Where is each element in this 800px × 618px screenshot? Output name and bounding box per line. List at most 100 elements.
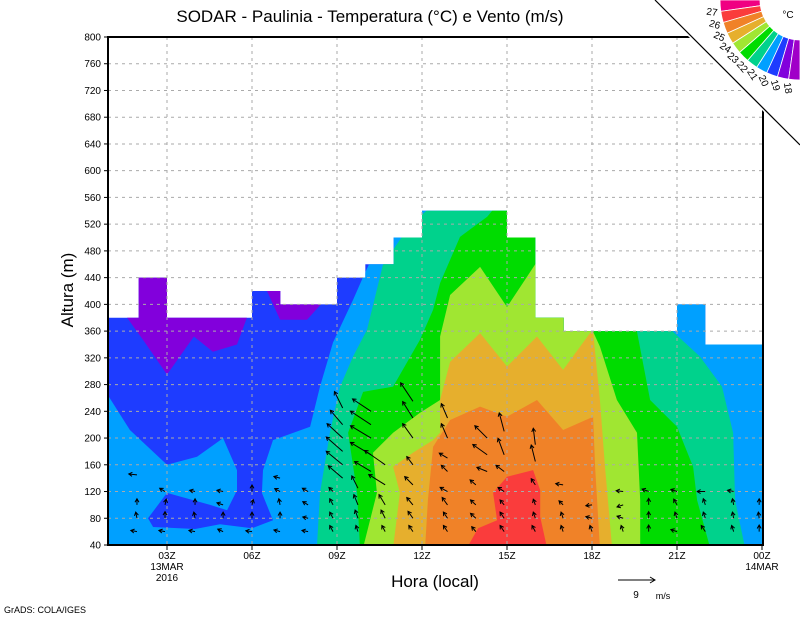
wind-vector	[673, 498, 678, 506]
wind-vector	[352, 493, 359, 506]
legend-color-swatch	[788, 39, 800, 81]
wind-vector	[400, 381, 414, 402]
wind-vector	[363, 449, 386, 466]
wind-vector	[471, 443, 488, 456]
contour-region-25-26	[425, 400, 600, 545]
wind-vector	[353, 461, 372, 472]
wind-vector	[646, 524, 652, 532]
x-tick-label: 00Z	[753, 551, 770, 562]
wind-vector	[641, 487, 649, 493]
wind-vector	[187, 528, 196, 534]
wind-vector	[730, 524, 735, 532]
axes: 40 80 120 160 200 240 280 320 360 400 440 480 520 560…	[84, 33, 778, 585]
legend-unit: °C	[782, 10, 793, 21]
contour-region-19-20	[148, 438, 273, 529]
wind-vector	[529, 444, 536, 462]
reference-vector-arrowhead	[649, 576, 656, 584]
wind-vector	[756, 511, 762, 519]
wind-vector	[756, 524, 762, 532]
wind-vector	[353, 509, 359, 519]
wind-vector	[531, 427, 537, 445]
wind-vector	[439, 486, 448, 492]
wind-vector	[157, 528, 166, 534]
wind-vector	[442, 524, 448, 532]
wind-vector	[301, 487, 309, 492]
wind-vector	[325, 450, 343, 466]
legend-label: 26	[708, 18, 722, 32]
wind-vector	[475, 466, 488, 472]
y-tick-label: 120	[84, 487, 101, 498]
wind-vector	[300, 528, 309, 534]
wind-vector	[162, 510, 168, 519]
plot-frame	[107, 36, 764, 546]
wind-vector	[406, 455, 414, 466]
y-tick-label: 320	[84, 353, 101, 364]
wind-vector	[351, 398, 372, 412]
wind-vector	[249, 483, 255, 492]
y-tick-label: 280	[84, 380, 101, 391]
wind-vector	[588, 524, 594, 532]
wind-vector	[673, 511, 679, 519]
y-tick-label: 800	[84, 33, 101, 44]
y-tick-label: 720	[84, 86, 101, 97]
wind-vector	[615, 488, 624, 494]
wind-vector	[163, 498, 168, 505]
wind-vector	[244, 528, 253, 534]
wind-vector	[249, 511, 255, 519]
legend-divider	[654, 0, 800, 146]
wind-vector	[406, 496, 414, 506]
wind-vector	[730, 511, 736, 519]
wind-vector	[558, 500, 564, 506]
reference-vector-speed: 9	[633, 590, 639, 601]
wind-vector	[272, 474, 281, 480]
wind-vector	[277, 511, 283, 519]
wind-vector	[756, 497, 762, 505]
wind-vector	[530, 477, 536, 486]
x-tick-label: 06Z	[243, 551, 260, 562]
wind-vector	[192, 511, 197, 519]
wind-vector	[669, 488, 678, 493]
wind-vector	[554, 481, 564, 487]
wind-vector	[272, 528, 281, 534]
wind-vectors	[127, 381, 762, 534]
wind-vector	[469, 499, 477, 506]
wind-vector	[497, 411, 505, 432]
wind-vector	[730, 497, 736, 505]
wind-vector	[497, 486, 505, 492]
wind-vector	[495, 464, 505, 472]
x-tick-label: 09Z	[328, 551, 345, 562]
wind-vector	[325, 436, 343, 452]
wind-vector	[619, 524, 625, 532]
y-tick-label: 200	[84, 434, 101, 445]
wind-vector	[351, 474, 359, 489]
y-axis-label: Altura (m)	[58, 253, 77, 328]
wind-vector	[471, 525, 477, 532]
wind-vector	[669, 528, 678, 533]
legend-label: 27	[706, 7, 719, 20]
wind-vector	[250, 498, 255, 506]
wind-vector	[584, 502, 593, 508]
wind-vector	[531, 511, 537, 519]
x-axis-label: Hora (local)	[391, 572, 479, 591]
y-tick-label: 440	[84, 273, 101, 284]
wind-vector	[696, 489, 706, 494]
wind-vector	[616, 514, 624, 520]
wind-vector	[407, 510, 414, 519]
wind-vector	[349, 425, 372, 439]
x-tick-label: 21Z	[668, 551, 685, 562]
x-tick-label: 18Z	[583, 551, 600, 562]
x-tick-sublabel: 2016	[156, 573, 179, 584]
wind-vector	[188, 488, 196, 494]
wind-vector	[134, 497, 140, 505]
wind-vector	[440, 422, 448, 439]
wind-vector	[301, 501, 309, 506]
wind-vector	[301, 515, 309, 521]
y-tick-label: 400	[84, 300, 101, 311]
y-tick-label: 520	[84, 220, 101, 231]
wind-vector	[559, 524, 565, 532]
y-tick-label: 760	[84, 59, 101, 70]
wind-vector	[469, 512, 477, 519]
wind-vector	[532, 498, 537, 506]
